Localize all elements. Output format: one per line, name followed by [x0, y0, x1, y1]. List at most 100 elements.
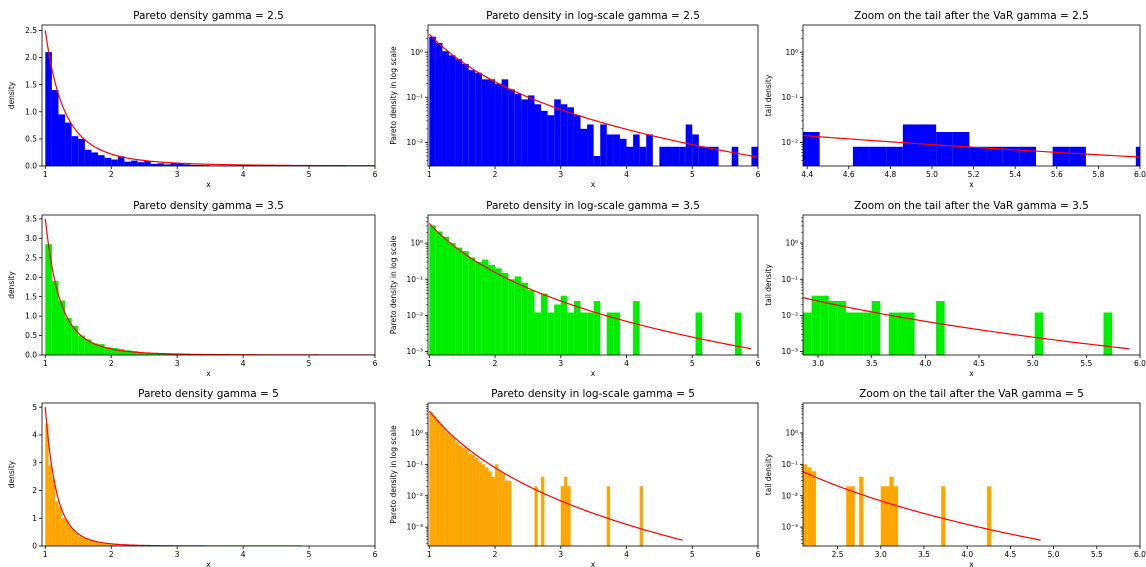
- bar: [501, 473, 505, 546]
- bar: [472, 454, 476, 546]
- x-tick-label: 6: [756, 170, 761, 179]
- bar: [639, 146, 647, 166]
- bar: [936, 132, 953, 166]
- bar: [84, 539, 89, 546]
- bar: [672, 146, 680, 166]
- bar: [442, 236, 450, 355]
- x-tick-label: 2: [109, 359, 114, 368]
- x-tick-label: 3: [175, 170, 180, 179]
- bar: [837, 300, 846, 355]
- bar: [481, 79, 489, 166]
- density-curve: [803, 471, 1041, 541]
- y-tick-label: 1: [32, 514, 37, 523]
- y-axis-label: density: [7, 271, 16, 299]
- x-tick-label: 1: [43, 550, 48, 559]
- bar: [501, 79, 509, 166]
- bar: [449, 243, 456, 355]
- x-tick-label: 4: [624, 550, 629, 559]
- bar: [170, 162, 178, 166]
- x-tick-label: 1: [427, 550, 432, 559]
- bar: [475, 262, 482, 355]
- bar: [481, 259, 489, 355]
- x-tick-label: 2: [493, 170, 498, 179]
- bar: [78, 536, 82, 546]
- x-tick-label: 4.5: [1004, 550, 1016, 559]
- y-tick-label: 10⁻²: [406, 311, 423, 320]
- bar: [150, 163, 158, 166]
- bar: [633, 300, 640, 355]
- x-tick-label: 1: [427, 170, 432, 179]
- subplot-4: 1 2 3 4 5 6 0.0 0.5 1.0 1.5 2.0 2.5 3.0 3.5 Pareto den…: [7, 200, 378, 378]
- y-tick-label: 1.0: [25, 312, 37, 321]
- bar: [488, 264, 496, 355]
- bar: [468, 453, 473, 546]
- x-tick-label: 3: [175, 550, 180, 559]
- bar: [897, 312, 907, 355]
- y-tick-label: 0.0: [25, 162, 37, 171]
- bar: [888, 312, 898, 355]
- bar: [124, 350, 132, 355]
- y-tick-label: 10⁰: [410, 429, 423, 438]
- bar: [452, 437, 456, 546]
- bar: [432, 415, 436, 546]
- bar: [501, 272, 509, 355]
- x-axis-label: x: [969, 369, 974, 378]
- chart-title: Pareto density gamma = 5: [138, 388, 279, 400]
- y-tick-label: 0.5: [25, 134, 37, 143]
- bar: [854, 312, 864, 355]
- bar: [435, 231, 443, 355]
- bar: [81, 537, 85, 546]
- y-tick-label: 10⁻³: [406, 523, 423, 532]
- bar: [527, 95, 535, 166]
- x-tick-label: 2.5: [832, 550, 844, 559]
- bar: [101, 543, 105, 546]
- bar: [88, 540, 92, 546]
- x-tick-label: 2: [109, 550, 114, 559]
- x-tick-label: 3: [558, 550, 563, 559]
- x-tick-label: 5.0: [926, 170, 938, 179]
- bar: [137, 351, 145, 355]
- axes-frame: [427, 402, 759, 547]
- y-axis-label: tail density: [764, 74, 773, 116]
- bar: [462, 63, 469, 166]
- bar: [491, 476, 496, 546]
- bar: [91, 541, 95, 546]
- bar: [587, 124, 594, 166]
- bar: [458, 445, 463, 546]
- bar: [144, 161, 151, 166]
- bar: [541, 110, 548, 166]
- bar: [137, 162, 145, 166]
- bar: [639, 486, 643, 546]
- chart-title: Pareto density in log-scale gamma = 2.5: [486, 10, 700, 22]
- y-tick-label: 10⁰: [410, 239, 423, 248]
- x-tick-label: 4.5: [973, 359, 985, 368]
- x-tick-label: 2: [493, 550, 498, 559]
- bar: [986, 146, 1003, 166]
- bar: [906, 312, 915, 355]
- bar: [131, 160, 138, 166]
- x-axis-label: x: [206, 180, 211, 189]
- bar: [846, 486, 851, 546]
- bar: [952, 132, 970, 166]
- x-tick-label: 4.0: [961, 550, 973, 559]
- y-tick-label: 0.0: [25, 351, 37, 360]
- y-tick-label: 10⁻²: [781, 138, 798, 147]
- density-curve: [803, 134, 1140, 158]
- bar: [442, 51, 450, 166]
- bar: [58, 507, 62, 546]
- bar: [613, 312, 620, 355]
- bar: [91, 343, 99, 355]
- bar: [560, 486, 565, 546]
- y-axis-label: Pareto density in log scale: [389, 46, 398, 145]
- axes-frame: [41, 402, 376, 547]
- density-curve: [44, 407, 303, 546]
- bar: [196, 164, 204, 166]
- x-axis-label: x: [969, 180, 974, 189]
- y-tick-label: 10⁻³: [781, 347, 798, 356]
- x-tick-label: 4: [241, 170, 246, 179]
- x-axis-label: x: [591, 369, 596, 378]
- bar: [692, 134, 699, 166]
- bar: [51, 90, 59, 166]
- bar: [521, 282, 528, 355]
